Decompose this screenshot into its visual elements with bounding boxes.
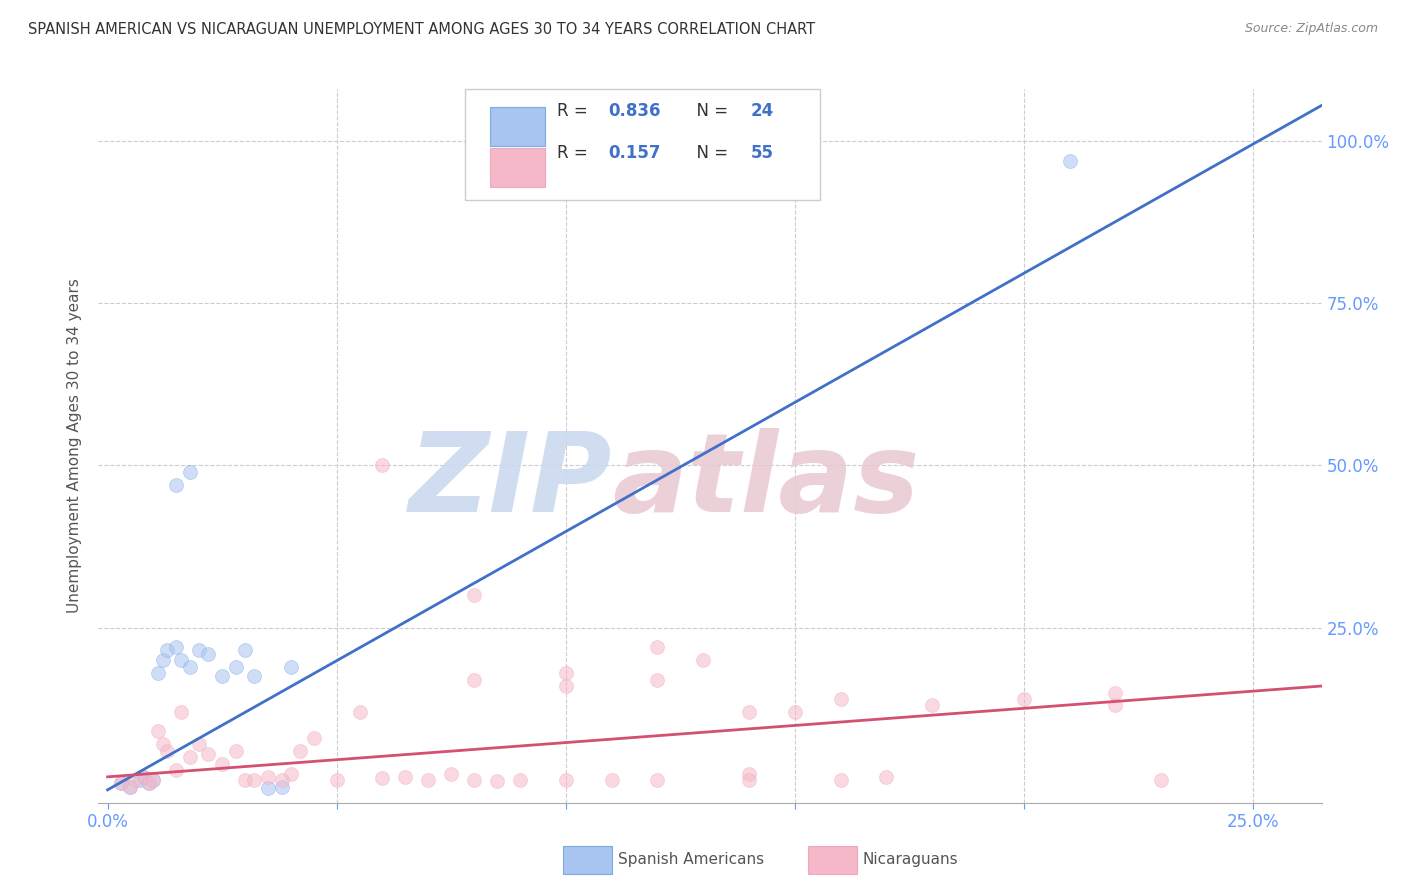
Point bbox=[830, 692, 852, 706]
Point bbox=[142, 773, 165, 788]
Point bbox=[554, 773, 576, 788]
Point bbox=[165, 764, 187, 778]
Text: 0.836: 0.836 bbox=[609, 102, 661, 120]
Text: 55: 55 bbox=[751, 145, 773, 162]
Point bbox=[463, 673, 485, 687]
Point bbox=[921, 698, 943, 713]
Point bbox=[225, 744, 247, 758]
Point bbox=[830, 773, 852, 788]
Point bbox=[418, 773, 440, 788]
Point bbox=[257, 780, 280, 795]
Point bbox=[134, 770, 156, 784]
Point bbox=[280, 659, 302, 673]
Point bbox=[1059, 153, 1081, 168]
Point bbox=[170, 705, 193, 719]
Point bbox=[1150, 773, 1173, 788]
Point bbox=[120, 780, 142, 794]
Point bbox=[554, 679, 576, 693]
Point bbox=[120, 780, 142, 794]
Point bbox=[211, 756, 233, 771]
Point bbox=[110, 776, 132, 790]
Point bbox=[146, 666, 169, 681]
Point bbox=[738, 766, 761, 780]
Point bbox=[124, 773, 146, 788]
Point bbox=[165, 640, 187, 654]
Point bbox=[280, 766, 302, 780]
Point bbox=[647, 773, 669, 788]
Point bbox=[170, 653, 193, 667]
Point bbox=[138, 776, 160, 790]
Point bbox=[233, 643, 256, 657]
Text: Source: ZipAtlas.com: Source: ZipAtlas.com bbox=[1244, 22, 1378, 36]
Point bbox=[485, 773, 508, 788]
Point bbox=[738, 773, 761, 788]
Text: atlas: atlas bbox=[612, 428, 920, 535]
Point bbox=[647, 673, 669, 687]
Text: Nicaraguans: Nicaraguans bbox=[863, 853, 959, 867]
Point bbox=[371, 458, 394, 473]
Point bbox=[156, 744, 179, 758]
Point bbox=[156, 643, 179, 657]
Point bbox=[302, 731, 325, 745]
Point bbox=[440, 766, 463, 780]
Point bbox=[394, 770, 416, 784]
Point bbox=[179, 659, 201, 673]
Point bbox=[463, 588, 485, 602]
FancyBboxPatch shape bbox=[808, 846, 856, 874]
Text: 24: 24 bbox=[751, 102, 773, 120]
FancyBboxPatch shape bbox=[489, 107, 546, 146]
Point bbox=[509, 773, 531, 788]
Point bbox=[257, 770, 280, 784]
Point bbox=[600, 773, 623, 788]
Point bbox=[152, 738, 174, 752]
Point bbox=[371, 771, 394, 785]
Point bbox=[325, 773, 347, 788]
Point bbox=[233, 773, 256, 788]
Point bbox=[1104, 698, 1126, 713]
Text: ZIP: ZIP bbox=[409, 428, 612, 535]
Point bbox=[188, 738, 211, 752]
Point bbox=[875, 770, 897, 784]
FancyBboxPatch shape bbox=[489, 148, 546, 187]
Text: R =: R = bbox=[557, 145, 593, 162]
Point bbox=[146, 724, 169, 739]
Text: N =: N = bbox=[686, 102, 733, 120]
Point bbox=[110, 776, 132, 790]
Y-axis label: Unemployment Among Ages 30 to 34 years: Unemployment Among Ages 30 to 34 years bbox=[67, 278, 83, 614]
Text: N =: N = bbox=[686, 145, 733, 162]
Text: Spanish Americans: Spanish Americans bbox=[619, 853, 765, 867]
Point bbox=[179, 465, 201, 479]
Point bbox=[197, 647, 219, 661]
Point bbox=[463, 773, 485, 788]
FancyBboxPatch shape bbox=[465, 89, 820, 200]
Point bbox=[554, 666, 576, 681]
Text: R =: R = bbox=[557, 102, 593, 120]
Point bbox=[243, 669, 266, 683]
Point bbox=[188, 643, 211, 657]
Point bbox=[142, 773, 165, 788]
Point bbox=[270, 773, 292, 788]
Point bbox=[197, 747, 219, 761]
Point bbox=[738, 705, 761, 719]
Point bbox=[134, 770, 156, 784]
Point bbox=[243, 773, 266, 788]
Point bbox=[270, 780, 292, 794]
Point bbox=[783, 705, 806, 719]
Point bbox=[225, 659, 247, 673]
Point bbox=[165, 478, 187, 492]
Point bbox=[179, 750, 201, 764]
Point bbox=[288, 744, 311, 758]
Point bbox=[692, 653, 714, 667]
Point bbox=[152, 653, 174, 667]
Point bbox=[128, 773, 150, 788]
Point bbox=[1104, 685, 1126, 699]
Text: 0.157: 0.157 bbox=[609, 145, 661, 162]
Point bbox=[211, 669, 233, 683]
Point bbox=[1012, 692, 1035, 706]
Point bbox=[647, 640, 669, 654]
FancyBboxPatch shape bbox=[564, 846, 612, 874]
Text: SPANISH AMERICAN VS NICARAGUAN UNEMPLOYMENT AMONG AGES 30 TO 34 YEARS CORRELATIO: SPANISH AMERICAN VS NICARAGUAN UNEMPLOYM… bbox=[28, 22, 815, 37]
Point bbox=[138, 776, 160, 790]
Point bbox=[349, 705, 371, 719]
